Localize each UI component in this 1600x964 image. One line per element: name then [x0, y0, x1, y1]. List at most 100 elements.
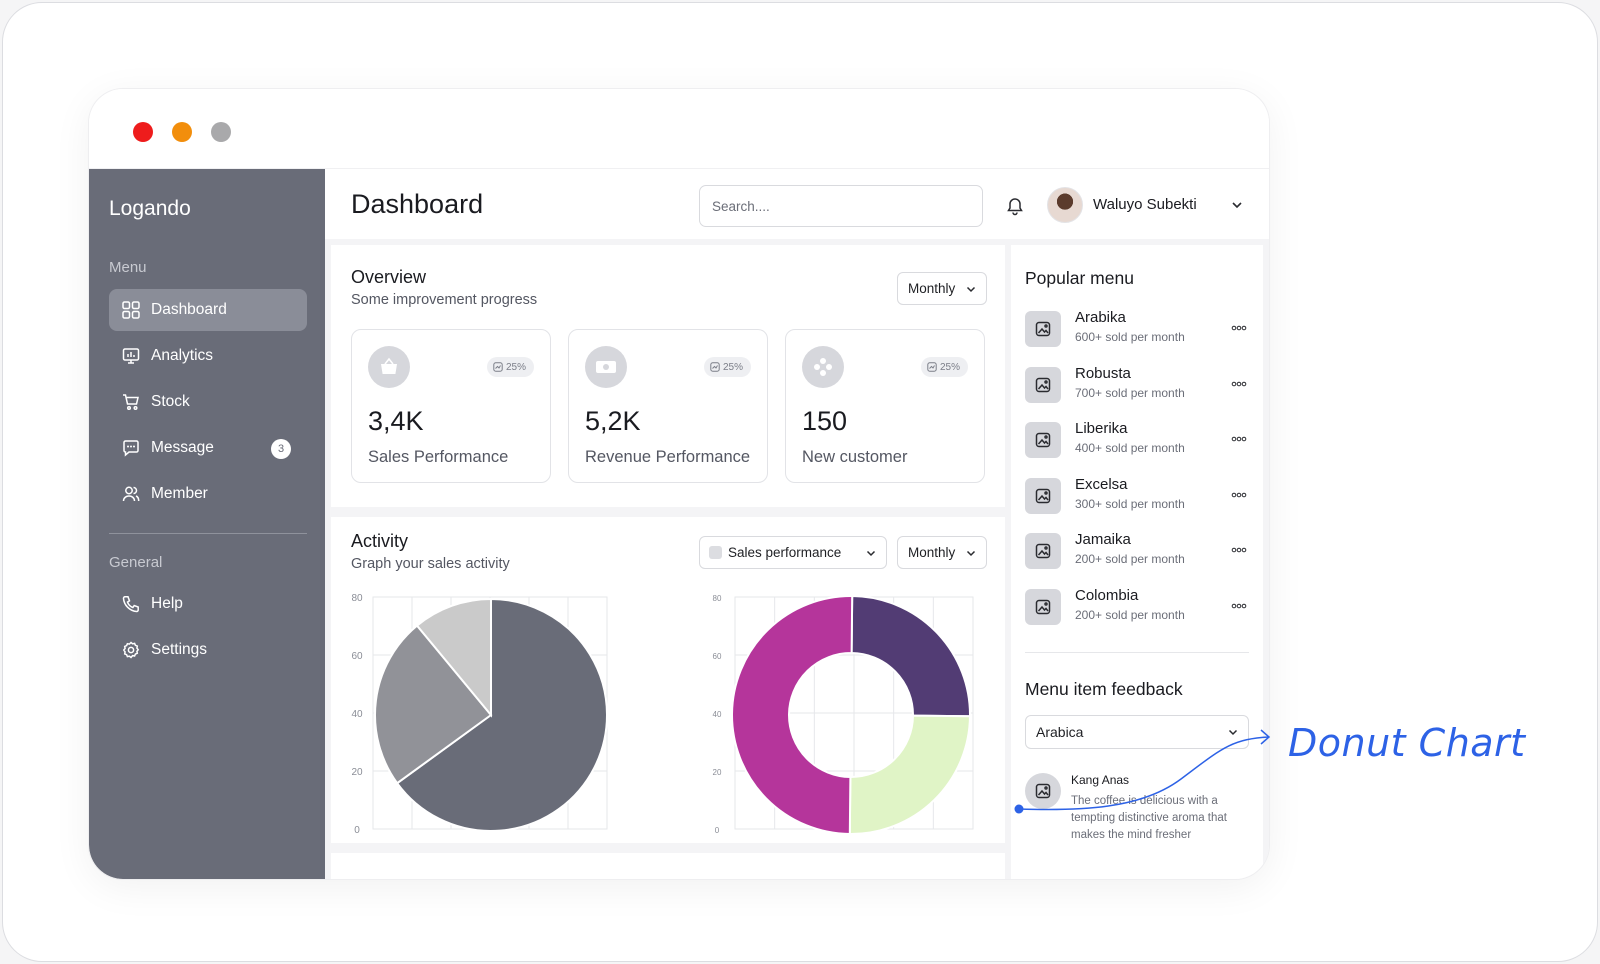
basket-icon: [368, 346, 410, 388]
search-input[interactable]: [699, 185, 983, 227]
title-bar: [89, 89, 1269, 169]
change-value: 25%: [722, 361, 743, 373]
card-label: Sales Performance: [368, 448, 509, 466]
gear-icon: [121, 640, 141, 660]
select-value: Monthly: [908, 281, 956, 296]
sidebar-item-label: Member: [151, 485, 208, 502]
y-tick-label: 40: [351, 709, 363, 720]
chevron-down-icon[interactable]: [1229, 197, 1245, 213]
image-placeholder-icon: [1025, 477, 1061, 514]
sidebar-item-label: Help: [151, 595, 183, 612]
chevron-down-icon: [866, 550, 876, 557]
more-options-icon[interactable]: [1229, 543, 1249, 557]
new-customer-card[interactable]: 25% 150 New customer: [785, 329, 985, 483]
select-value: Sales performance: [728, 545, 842, 560]
main-area: Dashboard Waluyo Subekti Overview Some i…: [325, 169, 1269, 879]
chart-slice[interactable]: [374, 624, 493, 785]
list-item[interactable]: Robusta 700+ sold per month: [1025, 365, 1249, 405]
sidebar-item-member[interactable]: Member: [109, 473, 307, 515]
menu-item-sales: 300+ sold per month: [1075, 496, 1185, 511]
list-item[interactable]: Liberika 400+ sold per month: [1025, 420, 1249, 460]
trend-icon: [927, 362, 937, 372]
menu-section-label: Menu: [109, 259, 147, 276]
minimize-window-button[interactable]: [172, 122, 192, 142]
activity-subtitle: Graph your sales activity: [351, 556, 510, 572]
list-item[interactable]: Excelsa 300+ sold per month: [1025, 476, 1249, 516]
image-placeholder-icon: [1025, 422, 1061, 458]
more-options-icon[interactable]: [1229, 599, 1249, 613]
chevron-down-icon: [966, 286, 976, 293]
chart-slice[interactable]: [850, 594, 971, 718]
list-item[interactable]: Arabika 600+ sold per month: [1025, 309, 1249, 349]
menu-item-name: Liberika: [1075, 420, 1128, 437]
more-options-icon[interactable]: [1229, 321, 1249, 335]
phone-icon: [121, 594, 141, 614]
menu-item-sales: 200+ sold per month: [1075, 552, 1185, 566]
card-label: Revenue Performance: [585, 448, 751, 466]
sidebar-divider: [109, 533, 307, 534]
more-options-icon[interactable]: [1229, 432, 1249, 446]
menu-item-name: Excelsa: [1075, 475, 1128, 493]
chart-slice[interactable]: [848, 714, 972, 835]
grid-icon: [121, 300, 141, 320]
message-count-badge: 3: [271, 439, 291, 459]
sidebar-item-label: Stock: [151, 393, 190, 410]
users-icon: [121, 484, 141, 504]
more-options-icon[interactable]: [1229, 488, 1249, 502]
revenue-performance-card[interactable]: 25% 5,2K Revenue Performance: [568, 329, 768, 483]
sidebar-item-dashboard[interactable]: Dashboard: [109, 289, 307, 331]
sidebar-item-label: Message: [151, 439, 214, 456]
activity-period-select[interactable]: Monthly: [897, 536, 987, 569]
change-badge: 25%: [703, 357, 751, 377]
y-tick-label: 40: [713, 710, 722, 719]
sidebar-item-help[interactable]: Help: [109, 583, 307, 625]
menu-item-name: Jamaika: [1075, 531, 1131, 548]
image-placeholder-icon: [1025, 366, 1061, 403]
sidebar-item-stock[interactable]: Stock: [109, 381, 307, 423]
avatar[interactable]: [1047, 187, 1083, 223]
feedback-title: Menu item feedback: [1025, 679, 1183, 699]
bell-icon[interactable]: [1005, 196, 1025, 216]
popular-menu-title: Popular menu: [1025, 268, 1134, 288]
chevron-down-icon: [1228, 729, 1238, 736]
sidebar-item-message[interactable]: Message 3: [109, 427, 307, 469]
y-tick-label: 20: [713, 768, 722, 777]
sidebar-item-analytics[interactable]: Analytics: [109, 335, 307, 377]
close-window-button[interactable]: [133, 122, 153, 142]
list-item[interactable]: Colombia 200+ sold per month: [1025, 587, 1249, 627]
money-icon: [585, 346, 627, 388]
menu-item-sales: 600+ sold per month: [1075, 330, 1185, 344]
pie-chart: 80 60 40 20 0: [351, 593, 608, 836]
image-placeholder-icon: [1025, 588, 1061, 625]
more-options-icon[interactable]: [1229, 377, 1249, 391]
card-value: 3,4K: [368, 406, 424, 436]
y-tick-label: 60: [351, 651, 363, 662]
overview-period-select[interactable]: Monthly: [897, 272, 987, 305]
menu-item-name: Robusta: [1075, 364, 1131, 382]
chart-slice[interactable]: [731, 595, 854, 836]
y-tick-label: 60: [713, 652, 722, 661]
chart-slice[interactable]: [395, 597, 608, 832]
chart-slice[interactable]: [415, 597, 492, 718]
feedback-item-select[interactable]: Arabica: [1025, 715, 1249, 749]
user-name[interactable]: Waluyo Subekti: [1093, 196, 1197, 213]
overview-title: Overview: [351, 267, 427, 287]
popular-menu-panel: Popular menu Arabika 600+ sold per month R…: [1011, 245, 1263, 879]
select-value: Arabica: [1036, 724, 1084, 740]
metric-select[interactable]: Sales performance: [699, 536, 887, 569]
menu-item-sales: 700+ sold per month: [1075, 385, 1185, 400]
logo: Logando: [109, 197, 191, 220]
image-placeholder-icon: [1025, 311, 1061, 347]
change-badge: 25%: [920, 357, 968, 377]
menu-item-name: Arabika: [1075, 309, 1126, 326]
panel-divider: [1025, 652, 1249, 653]
list-item[interactable]: Jamaika 200+ sold per month: [1025, 531, 1249, 571]
y-tick-label: 20: [351, 767, 363, 778]
sales-performance-card[interactable]: 25% 3,4K Sales Performance: [351, 329, 551, 483]
change-badge: 25%: [486, 357, 534, 377]
overview-subtitle: Some improvement progress: [351, 292, 538, 308]
card-label: New customer: [802, 448, 908, 466]
menu-item-name: Colombia: [1075, 586, 1139, 604]
sidebar-item-settings[interactable]: Settings: [109, 629, 307, 671]
maximize-window-button[interactable]: [211, 122, 231, 142]
